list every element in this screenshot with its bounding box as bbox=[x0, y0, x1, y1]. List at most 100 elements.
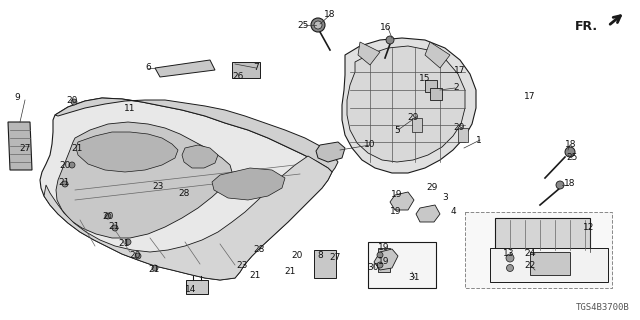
Text: 21: 21 bbox=[58, 178, 70, 187]
Text: 23: 23 bbox=[236, 261, 248, 270]
Text: 10: 10 bbox=[364, 140, 376, 148]
Polygon shape bbox=[155, 60, 215, 77]
Polygon shape bbox=[316, 142, 345, 162]
Text: 15: 15 bbox=[419, 74, 431, 83]
Text: 22: 22 bbox=[524, 261, 536, 270]
Text: 28: 28 bbox=[179, 188, 189, 197]
Text: 17: 17 bbox=[454, 66, 466, 75]
Bar bbox=[232, 62, 260, 78]
Text: 1: 1 bbox=[476, 135, 482, 145]
Circle shape bbox=[377, 252, 383, 258]
Text: 28: 28 bbox=[253, 244, 265, 253]
Circle shape bbox=[71, 99, 77, 105]
Text: 18: 18 bbox=[324, 10, 336, 19]
Text: 21: 21 bbox=[148, 265, 160, 274]
Text: 19: 19 bbox=[378, 258, 390, 267]
Polygon shape bbox=[374, 249, 398, 270]
Polygon shape bbox=[8, 122, 32, 170]
Circle shape bbox=[62, 181, 68, 187]
Polygon shape bbox=[430, 88, 442, 100]
Circle shape bbox=[105, 213, 111, 219]
Text: 18: 18 bbox=[564, 179, 576, 188]
Text: 7: 7 bbox=[253, 62, 259, 71]
Polygon shape bbox=[378, 262, 390, 272]
Text: 13: 13 bbox=[503, 249, 515, 258]
Circle shape bbox=[112, 225, 118, 231]
Polygon shape bbox=[495, 218, 590, 252]
Text: 21: 21 bbox=[108, 221, 120, 230]
Text: 8: 8 bbox=[317, 252, 323, 260]
Polygon shape bbox=[358, 42, 380, 65]
Text: 19: 19 bbox=[391, 189, 403, 198]
Text: 29: 29 bbox=[453, 123, 465, 132]
Text: FR.: FR. bbox=[575, 20, 598, 33]
Text: 27: 27 bbox=[19, 143, 31, 153]
Polygon shape bbox=[390, 192, 414, 210]
Text: 21: 21 bbox=[284, 268, 296, 276]
Text: 14: 14 bbox=[186, 284, 196, 293]
Text: 31: 31 bbox=[408, 273, 420, 282]
Polygon shape bbox=[425, 80, 437, 92]
Text: 29: 29 bbox=[407, 113, 419, 122]
Circle shape bbox=[377, 262, 383, 268]
Text: 25: 25 bbox=[566, 153, 578, 162]
Polygon shape bbox=[342, 38, 476, 173]
Text: 11: 11 bbox=[124, 103, 136, 113]
Text: 24: 24 bbox=[524, 249, 536, 258]
Text: 30: 30 bbox=[367, 262, 379, 271]
Text: 9: 9 bbox=[14, 92, 20, 101]
Text: 4: 4 bbox=[450, 206, 456, 215]
Circle shape bbox=[135, 253, 141, 259]
Bar bbox=[368, 242, 436, 288]
Polygon shape bbox=[347, 46, 465, 162]
Polygon shape bbox=[76, 132, 178, 172]
Circle shape bbox=[125, 239, 131, 245]
Polygon shape bbox=[416, 205, 440, 222]
Circle shape bbox=[311, 18, 325, 32]
Text: 17: 17 bbox=[524, 92, 536, 100]
Text: 29: 29 bbox=[426, 182, 438, 191]
Circle shape bbox=[506, 254, 514, 262]
Text: 18: 18 bbox=[565, 140, 577, 148]
Text: 20: 20 bbox=[291, 251, 303, 260]
Text: 12: 12 bbox=[583, 222, 595, 231]
Text: 26: 26 bbox=[232, 71, 244, 81]
Text: 19: 19 bbox=[390, 206, 402, 215]
Text: 21: 21 bbox=[71, 143, 83, 153]
Text: 20: 20 bbox=[60, 161, 70, 170]
Polygon shape bbox=[458, 128, 468, 142]
Polygon shape bbox=[530, 252, 570, 275]
Polygon shape bbox=[378, 248, 390, 258]
Text: 3: 3 bbox=[442, 193, 448, 202]
Circle shape bbox=[152, 265, 158, 271]
Circle shape bbox=[506, 265, 513, 271]
Text: 21: 21 bbox=[118, 238, 130, 247]
Text: 20: 20 bbox=[102, 212, 114, 220]
Text: 2: 2 bbox=[453, 83, 459, 92]
Text: 16: 16 bbox=[380, 22, 392, 31]
Polygon shape bbox=[182, 145, 218, 168]
Text: 20: 20 bbox=[67, 95, 77, 105]
Polygon shape bbox=[186, 280, 208, 294]
Polygon shape bbox=[44, 156, 332, 280]
Text: 19: 19 bbox=[378, 243, 390, 252]
Text: TGS4B3700B: TGS4B3700B bbox=[576, 303, 630, 312]
Bar bbox=[490, 248, 608, 282]
Polygon shape bbox=[55, 98, 338, 172]
Circle shape bbox=[314, 21, 322, 29]
Circle shape bbox=[565, 147, 575, 157]
Polygon shape bbox=[212, 168, 285, 200]
Text: 6: 6 bbox=[145, 62, 151, 71]
Text: 21: 21 bbox=[250, 271, 260, 281]
Polygon shape bbox=[40, 98, 332, 280]
Circle shape bbox=[69, 162, 75, 168]
Polygon shape bbox=[56, 122, 232, 238]
Polygon shape bbox=[425, 42, 450, 68]
Text: 20: 20 bbox=[129, 252, 141, 260]
Polygon shape bbox=[412, 118, 422, 132]
Text: 23: 23 bbox=[152, 181, 164, 190]
Polygon shape bbox=[465, 212, 612, 288]
Circle shape bbox=[386, 36, 394, 44]
Text: 5: 5 bbox=[394, 125, 400, 134]
Text: 27: 27 bbox=[330, 252, 340, 261]
